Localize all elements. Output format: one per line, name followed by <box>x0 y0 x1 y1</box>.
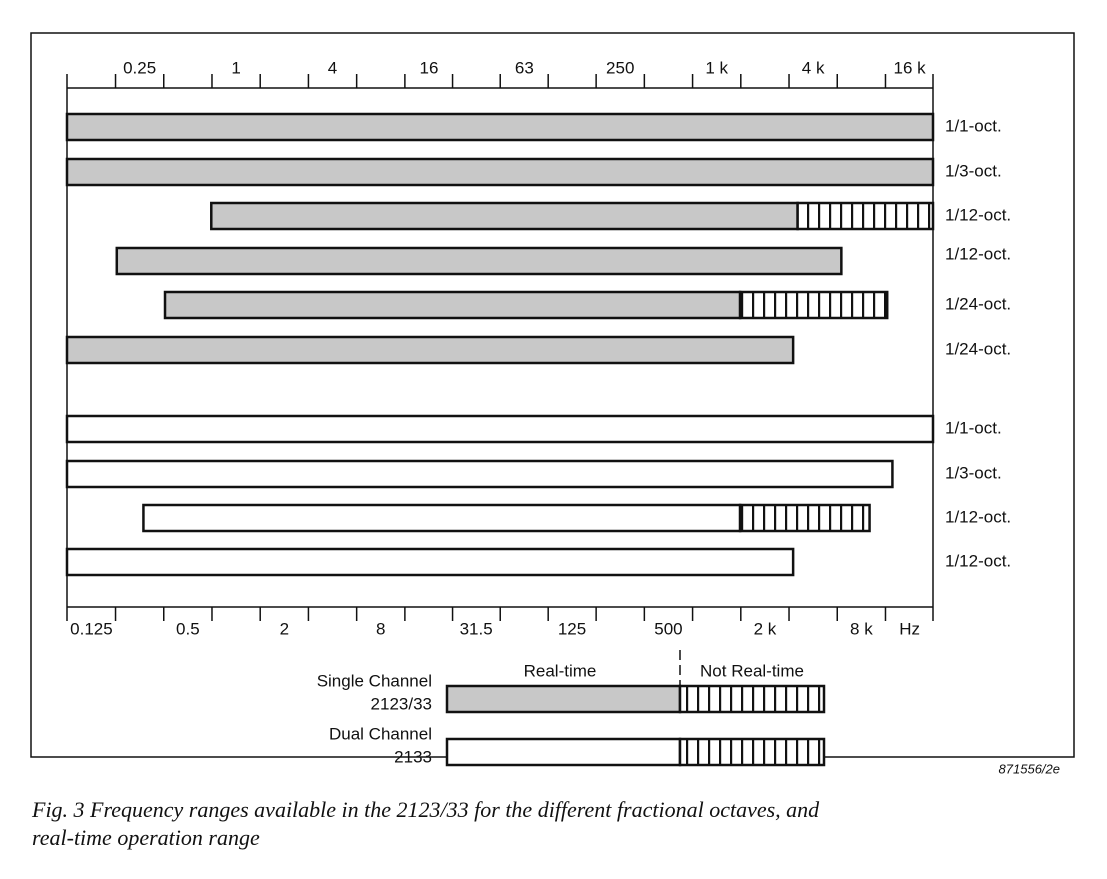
figure-code: 871556/2e <box>999 761 1060 776</box>
x-tick-label: 31.5 <box>460 619 493 638</box>
caption: real-time operation range <box>32 825 260 850</box>
legend-swatch-hatched <box>678 684 826 714</box>
range-bar <box>65 335 795 365</box>
bar-label: 1/12-oct. <box>945 551 1011 570</box>
bar-label: 1/24-oct. <box>945 294 1011 313</box>
bar-label: 1/1-oct. <box>945 418 1002 437</box>
range-bar <box>210 201 799 231</box>
x-tick-label: 0.125 <box>70 619 113 638</box>
x-tick-label: 4 k <box>802 58 825 77</box>
range-bar <box>65 547 795 577</box>
not-realtime-label: Not Real-time <box>700 661 804 680</box>
range-bar <box>65 157 935 187</box>
x-tick-label: 16 <box>420 58 439 77</box>
x-tick-label: 16 k <box>894 58 927 77</box>
x-tick-label: 1 <box>231 58 240 77</box>
range-bar <box>163 290 742 320</box>
x-tick-label: 0.25 <box>123 58 156 77</box>
bar-label: 1/12-oct. <box>945 507 1011 526</box>
x-tick-label: 63 <box>515 58 534 77</box>
range-bar-not-realtime <box>796 201 935 231</box>
x-tick-label: 8 <box>376 619 385 638</box>
bar-label: 1/3-oct. <box>945 463 1002 482</box>
legend-model: 2123/33 <box>371 694 432 713</box>
frame <box>30 32 1075 758</box>
range-bar <box>65 112 935 142</box>
range-bar <box>115 246 843 276</box>
range-bar-not-realtime <box>738 290 889 320</box>
bar-label: 1/12-oct. <box>945 244 1011 263</box>
legend-model: 2133 <box>394 747 432 766</box>
bar-label: 1/3-oct. <box>945 161 1002 180</box>
range-bar <box>65 414 935 444</box>
x-tick-label: 125 <box>558 619 586 638</box>
bar-label: 1/12-oct. <box>945 205 1011 224</box>
x-tick-label: 8 k <box>850 619 873 638</box>
bar-label: 1/1-oct. <box>945 116 1002 135</box>
x-tick-label: 2 <box>280 619 289 638</box>
x-tick-label: 500 <box>654 619 682 638</box>
x-tick-label: 1 k <box>705 58 728 77</box>
range-bar <box>65 459 894 489</box>
x-tick-label: 4 <box>328 58 337 77</box>
legend-swatch <box>445 737 682 767</box>
range-bar-not-realtime <box>738 503 871 533</box>
bar-label: 1/24-oct. <box>945 339 1011 358</box>
realtime-label: Real-time <box>524 661 597 680</box>
x-tick-label: 250 <box>606 58 634 77</box>
legend-name: Dual Channel <box>329 724 432 743</box>
caption: Fig. 3 Frequency ranges available in the… <box>31 797 820 822</box>
x-tick-label: 2 k <box>754 619 777 638</box>
range-bar <box>142 503 742 533</box>
legend-swatch <box>445 684 682 714</box>
x-unit: Hz <box>899 619 920 638</box>
legend-swatch-hatched <box>678 737 826 767</box>
legend-name: Single Channel <box>317 671 432 690</box>
x-tick-label: 0.5 <box>176 619 200 638</box>
